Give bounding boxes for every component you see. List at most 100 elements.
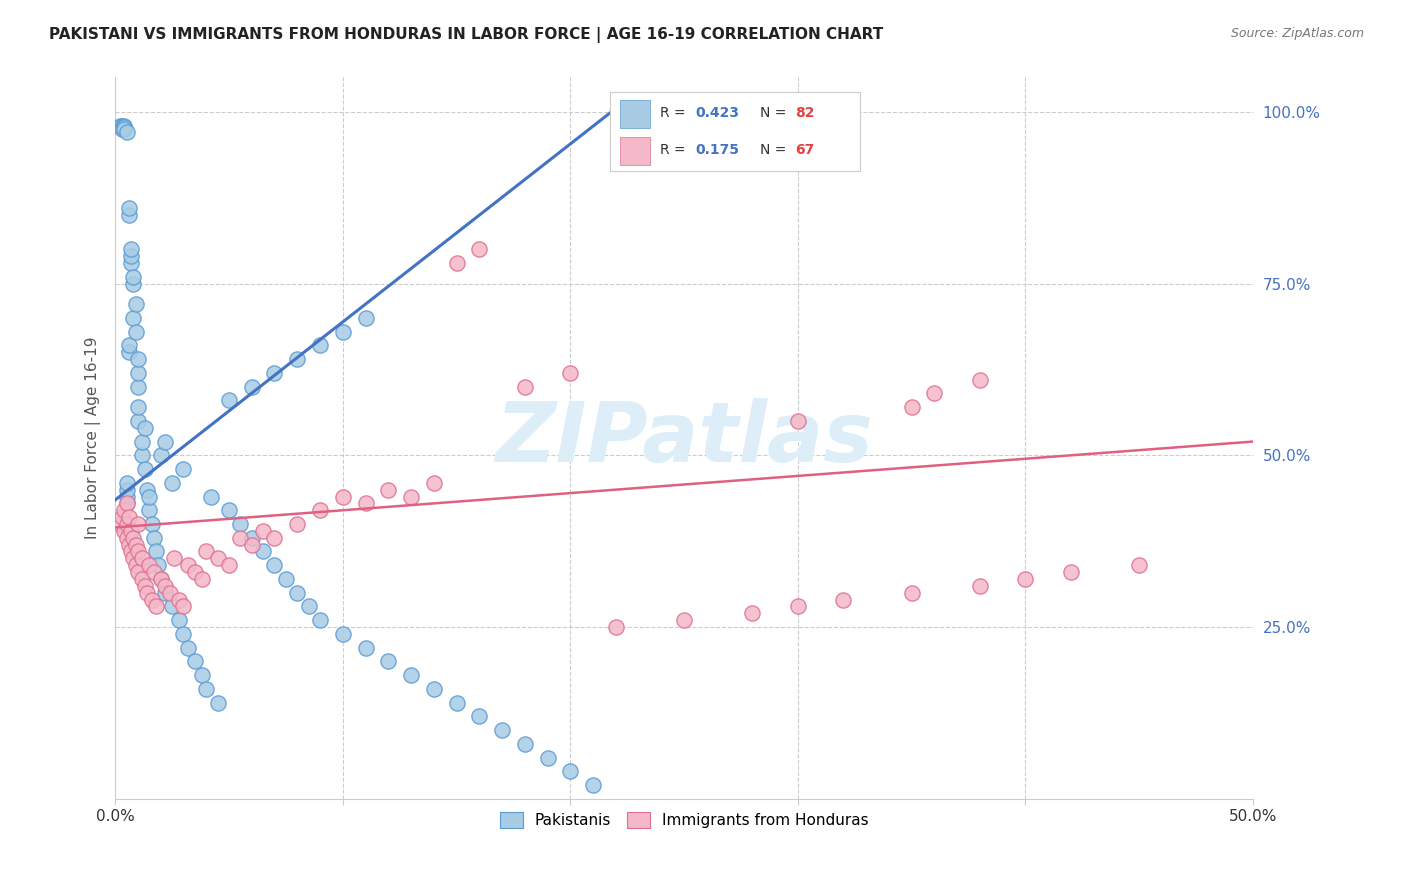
Point xyxy=(134,462,156,476)
Point xyxy=(141,516,163,531)
Point xyxy=(741,607,763,621)
Point xyxy=(131,448,153,462)
Point xyxy=(112,122,135,136)
Point xyxy=(124,297,146,311)
Point xyxy=(969,579,991,593)
Point xyxy=(309,503,332,517)
Y-axis label: In Labor Force | Age 16-19: In Labor Force | Age 16-19 xyxy=(86,337,101,540)
Point xyxy=(605,620,627,634)
Point xyxy=(399,490,422,504)
Point xyxy=(354,640,377,655)
Point xyxy=(786,599,808,614)
Point xyxy=(115,490,138,504)
Point xyxy=(148,558,170,573)
Point xyxy=(832,592,855,607)
Point xyxy=(122,551,145,566)
Point xyxy=(159,585,181,599)
Point xyxy=(115,483,138,497)
Point xyxy=(309,338,332,352)
Point xyxy=(1060,565,1083,579)
Point xyxy=(118,338,141,352)
Point xyxy=(160,475,183,490)
Text: Source: ZipAtlas.com: Source: ZipAtlas.com xyxy=(1230,27,1364,40)
Point xyxy=(142,565,165,579)
Point xyxy=(536,750,558,764)
Point xyxy=(118,510,141,524)
Point xyxy=(332,627,354,641)
Point xyxy=(172,599,194,614)
Point xyxy=(195,544,218,558)
Point xyxy=(122,277,145,291)
Point xyxy=(112,120,135,134)
Point xyxy=(127,366,149,380)
Legend: Pakistanis, Immigrants from Honduras: Pakistanis, Immigrants from Honduras xyxy=(494,806,875,835)
Point xyxy=(124,558,146,573)
Point xyxy=(285,516,308,531)
Point xyxy=(274,572,297,586)
Point xyxy=(112,119,135,133)
Point xyxy=(332,325,354,339)
Point xyxy=(513,737,536,751)
Point xyxy=(149,448,172,462)
Point xyxy=(115,475,138,490)
Point xyxy=(218,503,240,517)
Point xyxy=(134,579,156,593)
Point xyxy=(332,490,354,504)
Point xyxy=(122,531,145,545)
Point xyxy=(115,496,138,510)
Point xyxy=(163,551,186,566)
Point xyxy=(111,122,134,136)
Point xyxy=(120,249,142,263)
Point xyxy=(122,310,145,325)
Point xyxy=(560,366,582,380)
Point xyxy=(115,125,138,139)
Point xyxy=(297,599,319,614)
Point xyxy=(138,490,160,504)
Point xyxy=(184,655,207,669)
Point xyxy=(263,366,285,380)
Point xyxy=(229,516,252,531)
Point xyxy=(108,119,131,133)
Point xyxy=(377,483,399,497)
Point xyxy=(167,613,190,627)
Point xyxy=(127,516,149,531)
Point xyxy=(560,764,582,779)
Point xyxy=(229,531,252,545)
Point xyxy=(122,269,145,284)
Point xyxy=(115,496,138,510)
Point xyxy=(195,681,218,696)
Point xyxy=(141,592,163,607)
Point xyxy=(120,544,142,558)
Point xyxy=(155,585,177,599)
Text: ZIPatlas: ZIPatlas xyxy=(495,398,873,479)
Point xyxy=(145,599,167,614)
Point xyxy=(118,345,141,359)
Point xyxy=(218,393,240,408)
Point xyxy=(468,709,491,723)
Point xyxy=(184,565,207,579)
Point xyxy=(127,379,149,393)
Point xyxy=(115,531,138,545)
Point xyxy=(149,572,172,586)
Point xyxy=(263,531,285,545)
Point xyxy=(900,401,922,415)
Point xyxy=(1014,572,1036,586)
Point xyxy=(172,627,194,641)
Point xyxy=(285,352,308,367)
Point xyxy=(786,414,808,428)
Point xyxy=(172,462,194,476)
Point xyxy=(155,434,177,449)
Point xyxy=(491,723,513,738)
Point xyxy=(207,696,229,710)
Point xyxy=(120,524,142,538)
Point xyxy=(118,208,141,222)
Point xyxy=(1128,558,1150,573)
Point xyxy=(177,558,200,573)
Point xyxy=(399,668,422,682)
Point xyxy=(285,585,308,599)
Point xyxy=(127,414,149,428)
Point xyxy=(142,531,165,545)
Point xyxy=(120,242,142,256)
Point xyxy=(131,572,153,586)
Point xyxy=(354,496,377,510)
